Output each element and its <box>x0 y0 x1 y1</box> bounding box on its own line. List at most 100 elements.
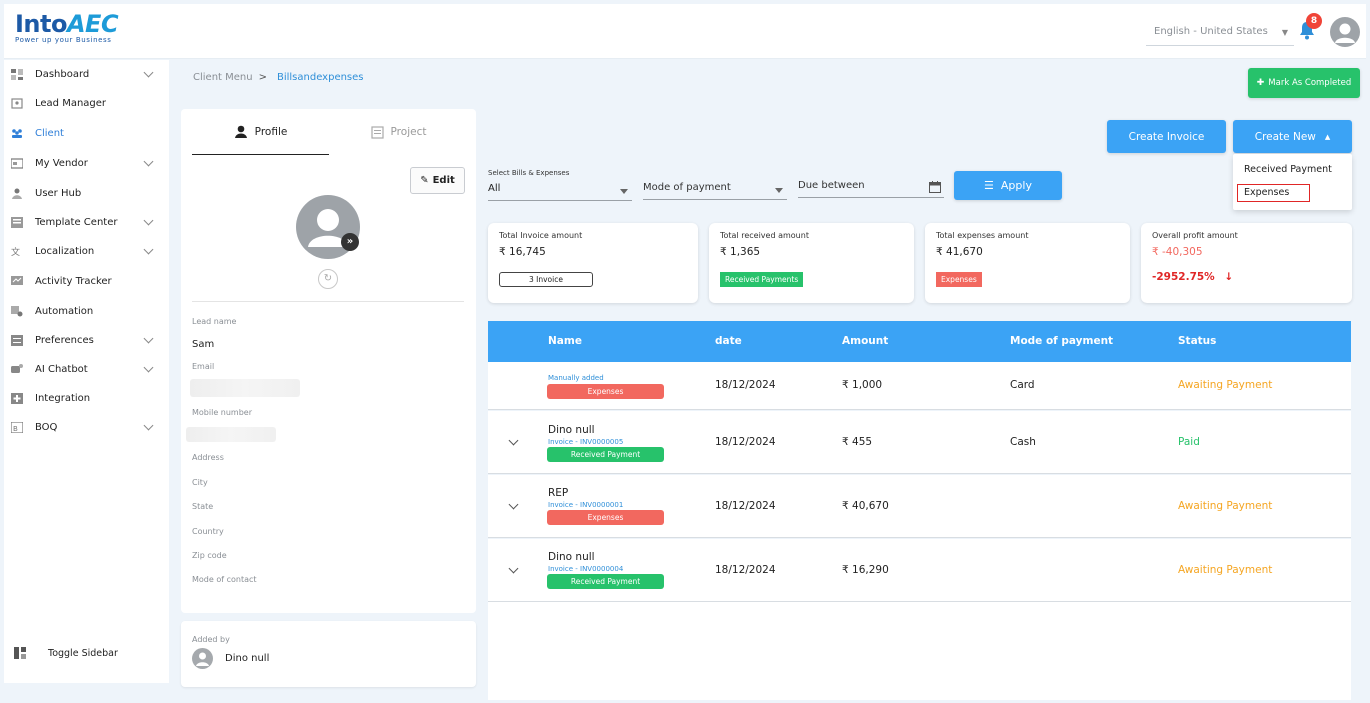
table-row[interactable]: Dino null Invoice - INV0000005 Received … <box>488 411 1351 474</box>
chatbot-icon <box>11 363 23 373</box>
sidebar-item-label: Integration <box>35 392 91 404</box>
chevron-down-icon <box>143 362 154 373</box>
sidebar-item-localization[interactable]: 文 Localization <box>4 238 169 264</box>
refresh-icon[interactable]: ↻ <box>318 269 338 289</box>
menu-item-received-payment[interactable]: Received Payment <box>1244 164 1332 175</box>
stat-title: Overall profit amount <box>1152 231 1238 240</box>
sidebar-item-dashboard[interactable]: Dashboard <box>4 61 169 87</box>
breadcrumb-root[interactable]: Client Menu <box>193 72 253 83</box>
email-value-redacted <box>190 379 300 397</box>
stat-value: ₹ 1,365 <box>720 246 761 258</box>
added-by-label: Added by <box>192 635 230 644</box>
sidebar-item-template-center[interactable]: Template Center <box>4 209 169 235</box>
bills-expenses-value: All <box>488 183 501 194</box>
col-mode-of-payment: Mode of payment <box>1010 335 1114 347</box>
sidebar-item-label: Lead Manager <box>35 97 107 109</box>
chevron-down-icon[interactable] <box>508 563 519 574</box>
tab-project[interactable]: Project <box>331 109 466 155</box>
activity-icon <box>11 275 23 285</box>
toggle-sidebar-button[interactable]: Toggle Sidebar <box>4 647 118 659</box>
table-row[interactable]: Dino null Invoice - INV0000004 Received … <box>488 539 1351 602</box>
create-new-button[interactable]: Create New ▲ <box>1233 120 1352 153</box>
chevron-down-icon <box>143 420 154 431</box>
user-icon <box>196 652 209 666</box>
due-between-input[interactable]: Due between <box>798 180 944 198</box>
row-mode: Card <box>1010 379 1035 391</box>
address-label: Address <box>192 453 224 462</box>
language-select[interactable]: English - United States ▼ <box>1146 22 1294 46</box>
tab-project-label: Project <box>390 126 427 138</box>
stat-title: Total expenses amount <box>936 231 1029 240</box>
sidebar: Dashboard Lead Manager Client My Vendor … <box>4 60 169 683</box>
row-type-badge: Expenses <box>547 510 664 525</box>
col-name: Name <box>548 335 582 347</box>
mobile-value-redacted <box>186 427 276 442</box>
mode-of-contact-label: Mode of contact <box>192 575 257 584</box>
sidebar-item-client[interactable]: Client <box>4 120 169 146</box>
chevron-down-icon <box>143 244 154 255</box>
logo[interactable]: IntoAEC Power up your Business <box>15 10 119 44</box>
table-row[interactable]: Manually added Expenses 18/12/2024 ₹ 1,0… <box>488 362 1351 410</box>
row-amount: ₹ 16,290 <box>842 564 889 576</box>
template-icon <box>11 216 23 228</box>
row-date: 18/12/2024 <box>715 564 776 576</box>
breadcrumb: Client Menu > Billsandexpenses <box>193 72 364 83</box>
chevron-down-icon <box>143 67 154 78</box>
sidebar-item-boq[interactable]: B BOQ <box>4 414 169 440</box>
profile-card: Profile Project ✎ Edit » ↻ Lead name Sam… <box>181 109 476 613</box>
caret-down-icon <box>620 189 628 194</box>
chevron-down-icon[interactable] <box>508 499 519 510</box>
stat-total-invoice: Total Invoice amount ₹ 16,745 3 Invoice <box>488 223 698 303</box>
row-amount: ₹ 1,000 <box>842 379 883 391</box>
row-subtitle[interactable]: Invoice - INV0000004 <box>548 565 624 573</box>
apply-button[interactable]: ☰ Apply <box>954 171 1062 200</box>
logo-tagline: Power up your Business <box>15 36 112 44</box>
lead-name-label: Lead name <box>192 317 237 326</box>
layout-icon <box>14 647 26 659</box>
caret-down-icon <box>775 188 783 193</box>
row-date: 18/12/2024 <box>715 500 776 512</box>
top-bar: IntoAEC Power up your Business English -… <box>4 4 1366 59</box>
sidebar-item-ai-chatbot[interactable]: AI Chatbot <box>4 356 169 382</box>
localization-icon: 文 <box>11 246 20 257</box>
sidebar-item-automation[interactable]: Automation <box>4 298 169 324</box>
stat-value: ₹ -40,305 <box>1152 246 1203 258</box>
bills-expenses-select[interactable]: All <box>488 183 632 201</box>
double-chevron-right-icon[interactable]: » <box>341 233 359 251</box>
added-by-avatar <box>192 648 213 669</box>
row-mode: Cash <box>1010 436 1036 448</box>
create-new-label: Create New <box>1254 130 1316 143</box>
invoice-count-button[interactable]: 3 Invoice <box>499 272 593 287</box>
stat-overall-profit: Overall profit amount ₹ -40,305 -2952.75… <box>1141 223 1352 303</box>
chevron-right-icon: > <box>258 72 267 83</box>
mark-as-completed-button[interactable]: ✚ Mark As Completed <box>1248 68 1360 98</box>
due-between-placeholder: Due between <box>798 180 865 191</box>
sidebar-item-label: Activity Tracker <box>35 275 112 287</box>
table-row[interactable]: REP Invoice - INV0000001 Expenses 18/12/… <box>488 475 1351 538</box>
create-invoice-button[interactable]: Create Invoice <box>1107 120 1226 153</box>
stat-value: ₹ 16,745 <box>499 246 546 258</box>
menu-item-expenses[interactable]: Expenses <box>1244 187 1290 198</box>
received-payments-badge[interactable]: Received Payments <box>720 272 804 287</box>
sidebar-item-lead-manager[interactable]: Lead Manager <box>4 90 169 116</box>
user-icon <box>308 209 348 247</box>
profit-percent: -2952.75% ↓ <box>1152 271 1233 283</box>
row-subtitle: Manually added <box>548 374 604 382</box>
sidebar-item-my-vendor[interactable]: My Vendor <box>4 150 169 176</box>
sidebar-item-user-hub[interactable]: User Hub <box>4 180 169 206</box>
stat-total-expenses: Total expenses amount ₹ 41,670 Expenses <box>925 223 1130 303</box>
sidebar-item-integration[interactable]: Integration <box>4 385 169 411</box>
tab-profile[interactable]: Profile <box>192 109 329 155</box>
sidebar-item-activity-tracker[interactable]: Activity Tracker <box>4 268 169 294</box>
user-avatar[interactable] <box>1330 17 1360 47</box>
calendar-icon[interactable] <box>929 181 941 193</box>
sidebar-item-label: Template Center <box>35 216 118 228</box>
sidebar-item-preferences[interactable]: Preferences <box>4 327 169 353</box>
row-subtitle[interactable]: Invoice - INV0000005 <box>548 438 624 446</box>
breadcrumb-current: Billsandexpenses <box>276 72 364 83</box>
expenses-badge[interactable]: Expenses <box>936 272 982 287</box>
chevron-down-icon[interactable] <box>508 435 519 446</box>
edit-button[interactable]: ✎ Edit <box>410 167 465 194</box>
row-subtitle[interactable]: Invoice - INV0000001 <box>548 501 624 509</box>
mode-of-payment-select[interactable]: Mode of payment <box>643 182 787 200</box>
